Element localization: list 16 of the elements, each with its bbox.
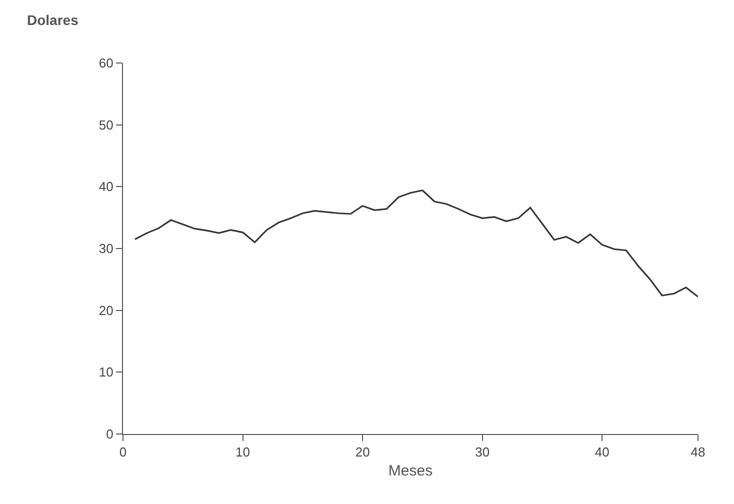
x-tick-label: 40 [594, 444, 610, 460]
x-tick-label: 10 [236, 444, 250, 460]
x-axis-title: Meses [388, 462, 433, 480]
y-tick-label: 30 [98, 241, 114, 256]
y-tick-label: 10 [98, 364, 114, 380]
y-tick-label: 50 [98, 117, 114, 132]
y-tick-label: 20 [98, 302, 114, 318]
x-tick-label: 20 [355, 444, 370, 460]
x-tick-label: 48 [690, 444, 706, 460]
y-tick-label: 40 [98, 179, 114, 194]
y-tick-label: 0 [106, 426, 114, 442]
x-tick-label: 0 [119, 444, 127, 460]
y-tick-label: 60 [98, 56, 114, 71]
x-tick-label: 30 [475, 444, 490, 460]
y-axis-title: Dolares [27, 12, 79, 28]
line-series [134, 190, 698, 298]
